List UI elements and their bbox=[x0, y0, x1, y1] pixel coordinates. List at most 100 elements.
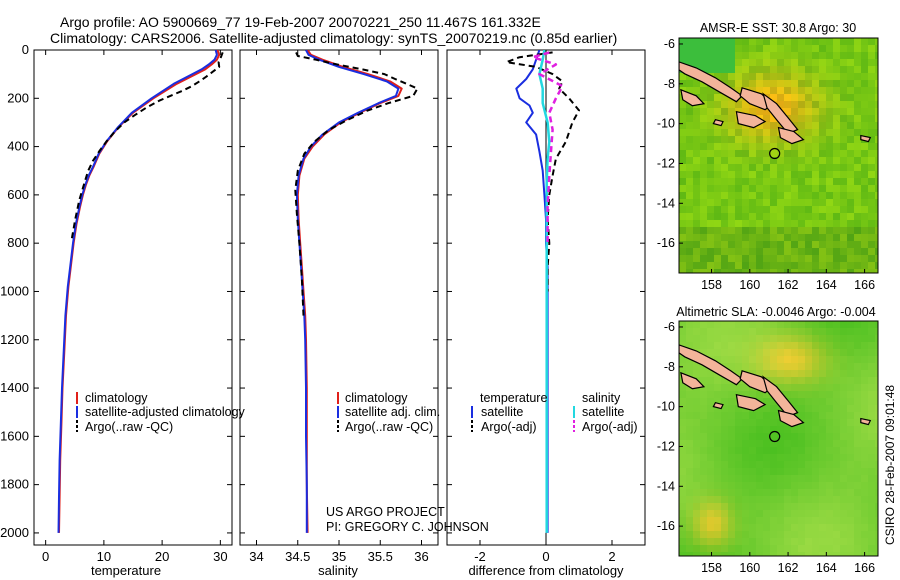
map-x-tick-label: 160 bbox=[739, 278, 760, 292]
heatmap-cell bbox=[714, 150, 722, 158]
heatmap-cell bbox=[868, 262, 876, 270]
heatmap-cell bbox=[812, 38, 820, 46]
heatmap-cell bbox=[679, 206, 687, 214]
heatmap-cell bbox=[700, 248, 708, 256]
heatmap-cell bbox=[721, 52, 729, 60]
heatmap-cell bbox=[812, 87, 820, 95]
heatmap-cell bbox=[707, 108, 715, 116]
heatmap-cell bbox=[861, 94, 869, 102]
heatmap-cell bbox=[763, 433, 771, 441]
heatmap-cell bbox=[784, 87, 792, 95]
heatmap-cell bbox=[749, 45, 757, 53]
heatmap-cell bbox=[728, 356, 736, 364]
heatmap-cell bbox=[770, 143, 778, 151]
heatmap-cell bbox=[826, 227, 834, 235]
heatmap-cell bbox=[742, 489, 750, 497]
heatmap-cell bbox=[784, 220, 792, 228]
heatmap-cell bbox=[868, 206, 876, 214]
heatmap-cell bbox=[819, 129, 827, 137]
heatmap-cell bbox=[826, 412, 834, 420]
heatmap-cell bbox=[812, 59, 820, 67]
heatmap-cell bbox=[700, 328, 708, 336]
heatmap-cell bbox=[707, 384, 715, 392]
heatmap-cell bbox=[693, 38, 701, 46]
heatmap-cell bbox=[756, 538, 764, 546]
heatmap-cell bbox=[819, 447, 827, 455]
heatmap-cell bbox=[812, 150, 820, 158]
heatmap-cell bbox=[833, 157, 841, 165]
heatmap-cell bbox=[714, 321, 722, 329]
heatmap-cell bbox=[833, 468, 841, 476]
heatmap-cell bbox=[742, 108, 750, 116]
heatmap-cell bbox=[791, 342, 799, 350]
heatmap-cell bbox=[749, 255, 757, 263]
heatmap-cell bbox=[700, 66, 708, 74]
heatmap-cell bbox=[791, 377, 799, 385]
heatmap-cell bbox=[798, 108, 806, 116]
heatmap-cell bbox=[707, 164, 715, 172]
heatmap-cell bbox=[833, 248, 841, 256]
heatmap-cell bbox=[826, 157, 834, 165]
heatmap-cell bbox=[847, 255, 855, 263]
heatmap-cell bbox=[686, 108, 694, 116]
heatmap-cell bbox=[784, 475, 792, 483]
heatmap-cell bbox=[735, 80, 743, 88]
heatmap-cell bbox=[700, 342, 708, 350]
heatmap-cell bbox=[763, 213, 771, 221]
heatmap-cell bbox=[721, 475, 729, 483]
heatmap-cell bbox=[749, 38, 757, 46]
heatmap-cell bbox=[819, 136, 827, 144]
heatmap-cell bbox=[679, 328, 687, 336]
heatmap-cell bbox=[728, 489, 736, 497]
heatmap-cell bbox=[847, 468, 855, 476]
heatmap-cell bbox=[770, 398, 778, 406]
heatmap-cell bbox=[700, 101, 708, 109]
heatmap-cell bbox=[861, 199, 869, 207]
heatmap-cell bbox=[861, 262, 869, 270]
map-y-tick-label: -8 bbox=[664, 360, 675, 374]
heatmap-cell bbox=[854, 517, 862, 525]
heatmap-cell bbox=[847, 136, 855, 144]
heatmap-cell bbox=[770, 206, 778, 214]
heatmap-cell bbox=[728, 136, 736, 144]
heatmap-cell bbox=[721, 129, 729, 137]
heatmap-cell bbox=[693, 342, 701, 350]
island-shape bbox=[679, 61, 744, 103]
heatmap-cell bbox=[749, 524, 757, 532]
heatmap-cell bbox=[805, 454, 813, 462]
heatmap-cell bbox=[812, 510, 820, 518]
heatmap-cell bbox=[770, 524, 778, 532]
heatmap-cell bbox=[875, 262, 878, 270]
heatmap-cell bbox=[854, 468, 862, 476]
heatmap-cell bbox=[679, 461, 687, 469]
heatmap-cell bbox=[777, 94, 785, 102]
heatmap-cell bbox=[763, 496, 771, 504]
heatmap-cell bbox=[693, 433, 701, 441]
heatmap-cell bbox=[679, 510, 687, 518]
heatmap-cell bbox=[875, 391, 878, 399]
heatmap-cell bbox=[847, 38, 855, 46]
heatmap-cell bbox=[714, 164, 722, 172]
heatmap-cell bbox=[735, 405, 743, 413]
heatmap-cell bbox=[805, 475, 813, 483]
heatmap-cell bbox=[679, 419, 687, 427]
heatmap-cell bbox=[833, 150, 841, 158]
heatmap-cell bbox=[777, 227, 785, 235]
heatmap-cell bbox=[784, 524, 792, 532]
heatmap-cell bbox=[777, 87, 785, 95]
heatmap-cell bbox=[679, 503, 687, 511]
heatmap-cell bbox=[721, 405, 729, 413]
heatmap-cell bbox=[770, 234, 778, 242]
heatmap-cell bbox=[707, 468, 715, 476]
heatmap-cell bbox=[735, 73, 743, 81]
heatmap-cell bbox=[875, 440, 878, 448]
heatmap-cell bbox=[847, 398, 855, 406]
heatmap-cell bbox=[861, 73, 869, 81]
heatmap-cell bbox=[714, 255, 722, 263]
heatmap-cell bbox=[686, 59, 694, 67]
heatmap-cell bbox=[868, 80, 876, 88]
heatmap-cell bbox=[805, 510, 813, 518]
heatmap-cell bbox=[847, 391, 855, 399]
heatmap-cell bbox=[700, 349, 708, 357]
heatmap-cell bbox=[700, 220, 708, 228]
